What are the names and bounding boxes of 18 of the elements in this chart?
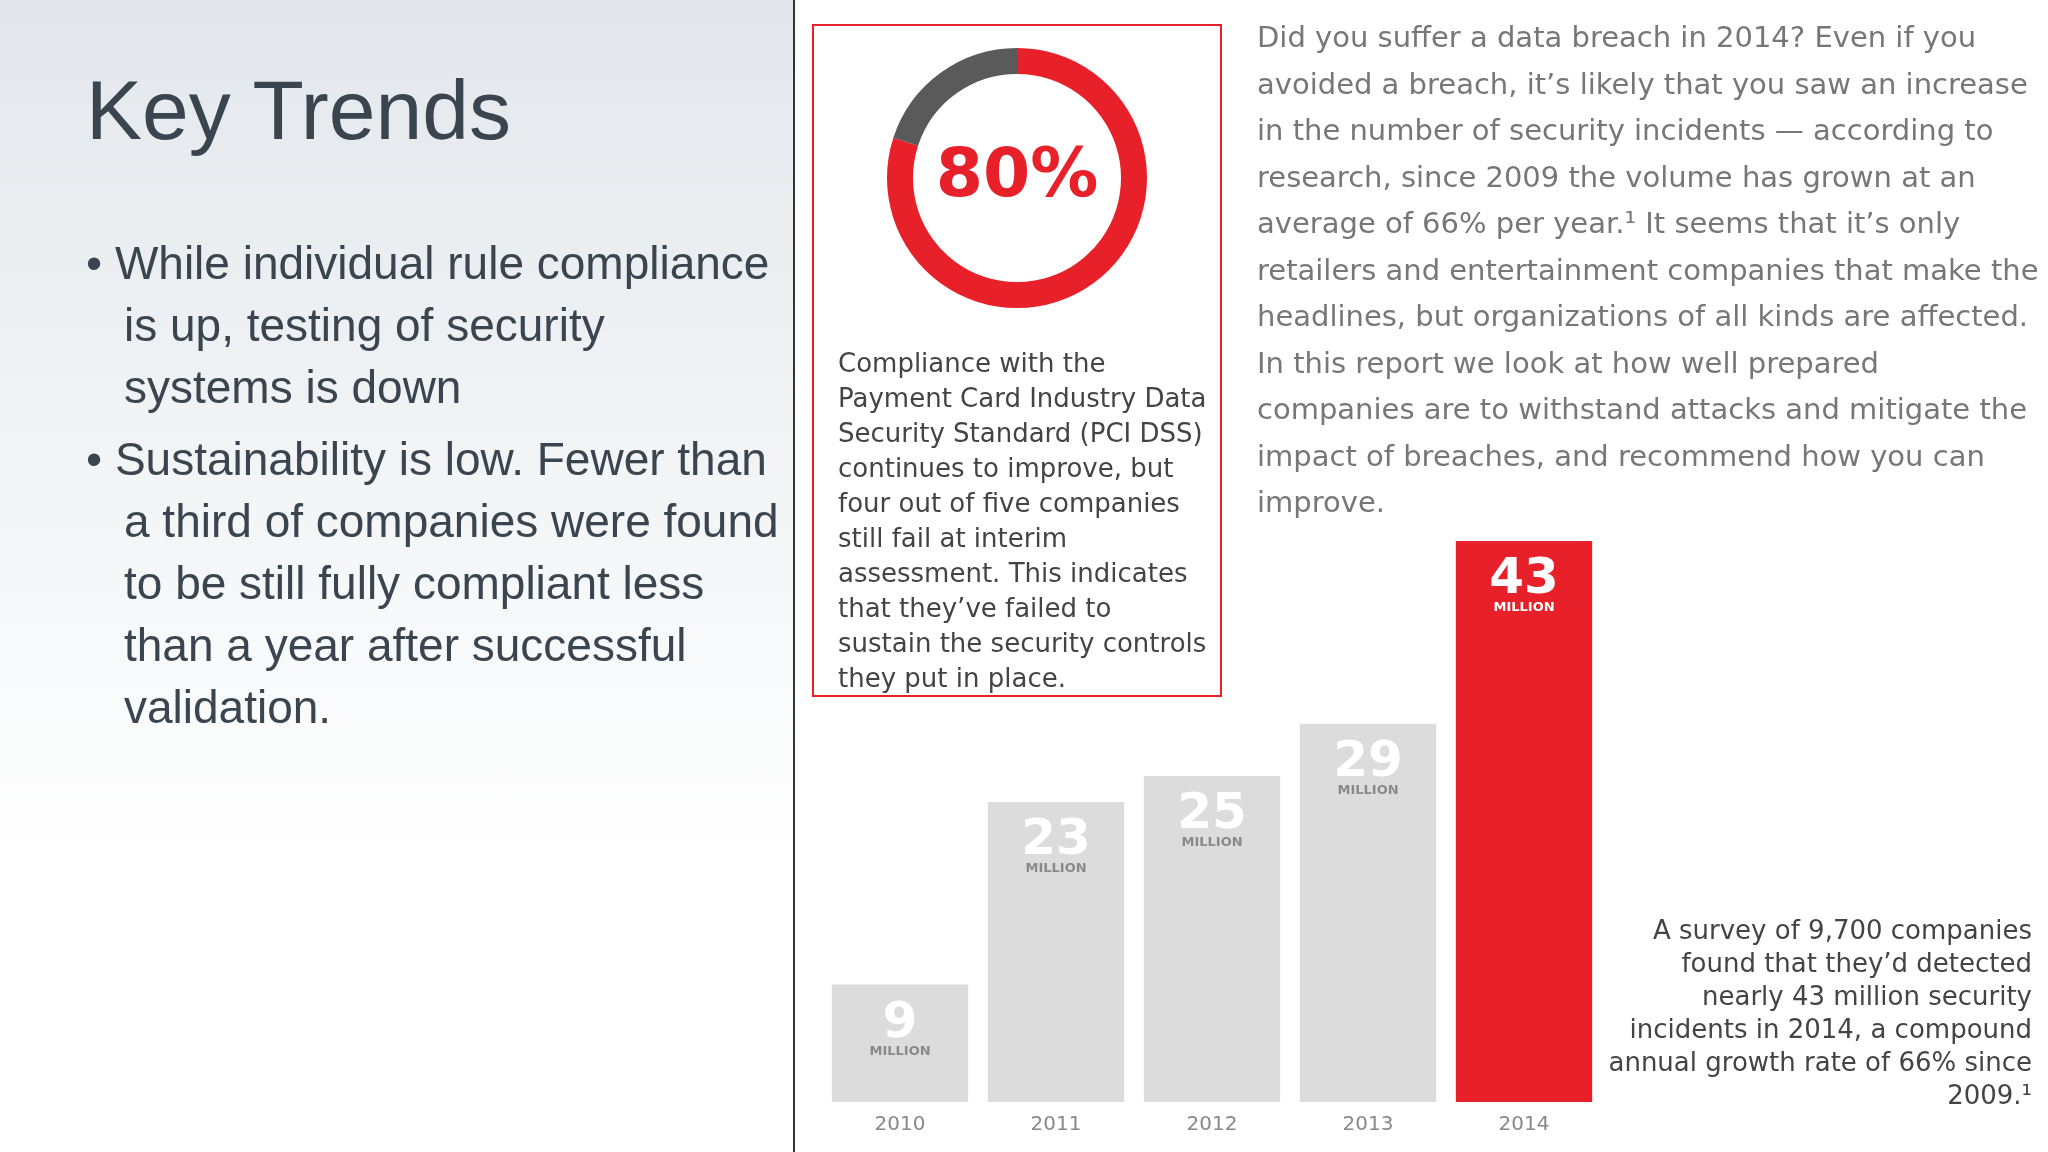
x-tick-label: 2010 xyxy=(874,1111,926,1136)
bar xyxy=(1143,775,1281,1102)
bar xyxy=(987,801,1125,1102)
text: Did you suffer a data breach in 2014? Even if you avoided a breach, it’s likely that you saw an increase in the number of security incidents — according to research, since 2009 the volume has grown at an average of 66% per year.¹ It seems that it’s only retailers and entertainment companies that make the headlines, but organizations of all kinds are affected. In this report we look at how well prepared companies are to withstand attacks and mitigate the impact of breaches, and recommend how you can improve. xyxy=(1257,20,2039,519)
text: • While individual rule compliance is up, testing of security systems is down xyxy=(86,236,771,415)
x-tick-label: 2013 xyxy=(1342,1111,1394,1136)
x-tick-label: 2011 xyxy=(1030,1111,1082,1136)
text: • Sustainability is low. Fewer than a third of companies were found to be still fully compliant less than a year after successful validation. xyxy=(86,432,780,735)
x-tick-label: 2014 xyxy=(1498,1111,1550,1136)
text: Key Trends xyxy=(86,62,511,159)
text: A survey of 9,700 companies found that they’d detected nearly 43 million security incidents in 2014, a compound annual growth rate of 66% since 2009.¹ xyxy=(1607,914,2032,1112)
text: Compliance with the Payment Card Industry Data Security Standard (PCI DSS) continues to improve, but four out of five companies still fail at interim assessment. This indicates that they’ve failed to sustain the security controls they put in place. xyxy=(838,348,1207,693)
x-tick-label: 2012 xyxy=(1186,1111,1238,1136)
data-label: 43 MILLION xyxy=(1489,547,1559,615)
data-label: 80% xyxy=(935,132,1099,212)
bar xyxy=(831,984,969,1102)
bar xyxy=(1455,541,1593,1102)
bar xyxy=(1299,723,1437,1102)
